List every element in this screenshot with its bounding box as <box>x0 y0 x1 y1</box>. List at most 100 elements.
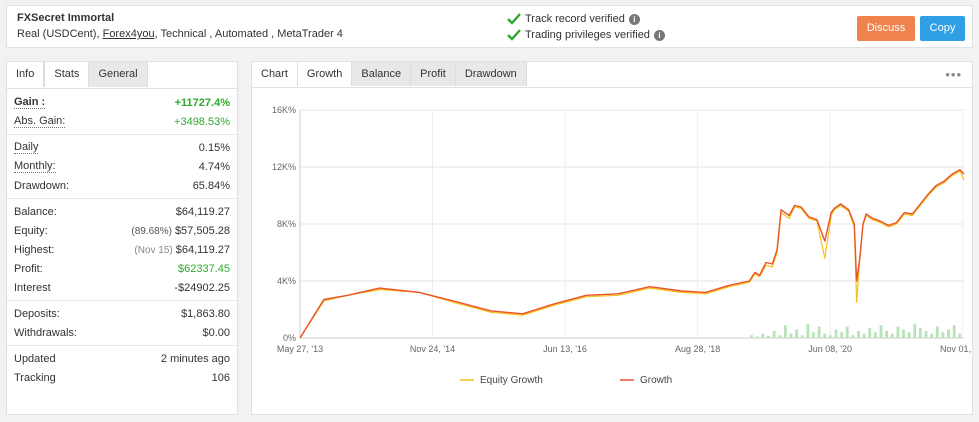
tab-balance[interactable]: Balance <box>352 62 412 86</box>
divider <box>7 134 237 135</box>
volume-bar <box>902 329 905 338</box>
stat-row-abs-gain: Abs. Gain: +3498.53% <box>7 112 237 131</box>
system-header: FXSecret Immortal Real (USDCent), Forex4… <box>6 5 973 48</box>
equity-percent: (89.68%) <box>131 225 172 237</box>
tracking-value: 106 <box>211 371 230 384</box>
volume-bar <box>896 326 900 338</box>
volume-bar <box>879 325 883 338</box>
system-tags: , Technical , Automated , MetaTrader 4 <box>154 28 343 40</box>
profit-value: $62337.45 <box>178 262 230 275</box>
equity-label: Equity: <box>14 224 48 237</box>
volume-bar <box>952 325 956 338</box>
volume-bar <box>834 329 838 338</box>
x-tick-label: Jun 08, '20 <box>808 344 852 354</box>
interest-label: Interest <box>14 281 51 294</box>
y-tick-label: 0% <box>283 333 296 343</box>
x-tick-label: Nov 24, '14 <box>410 344 455 354</box>
divider <box>7 198 237 199</box>
equity-value-group: (89.68%) $57,505.28 <box>131 225 230 237</box>
volume-bar <box>795 329 798 338</box>
stats-panel: Info Stats General Gain : +11727.4% Abs.… <box>6 61 238 415</box>
tab-general[interactable]: General <box>89 62 148 87</box>
volume-bar <box>862 333 866 338</box>
tab-stats[interactable]: Stats <box>44 62 90 87</box>
stat-row-interest: Interest -$24902.25 <box>7 278 237 297</box>
stat-row-deposits: Deposits: $1,863.80 <box>7 304 237 323</box>
updated-value: 2 minutes ago <box>160 352 230 365</box>
withdrawals-value: $0.00 <box>202 326 230 339</box>
stat-row-drawdown: Drawdown: 65.84% <box>7 176 237 195</box>
volume-bar <box>755 336 759 338</box>
volume-bar <box>750 335 753 338</box>
volume-bar <box>890 333 894 338</box>
account-type: Real (USDCent), <box>17 28 100 40</box>
y-tick-label: 16K% <box>272 105 296 115</box>
stat-row-gain: Gain : +11727.4% <box>7 93 237 112</box>
balance-label: Balance: <box>14 205 57 218</box>
legend-label: Equity Growth <box>480 375 543 386</box>
stat-row-monthly: Monthly: 4.74% <box>7 157 237 176</box>
volume-bar <box>761 333 765 338</box>
monthly-label[interactable]: Monthly: <box>14 160 56 173</box>
chart-tabs: Chart Growth Balance Profit Drawdown <box>252 62 527 87</box>
monthly-value: 4.74% <box>198 160 230 173</box>
volume-bar <box>778 335 782 338</box>
tab-info[interactable]: Info <box>7 62 45 87</box>
tab-chart[interactable]: Chart <box>252 62 298 86</box>
gain-value: +11727.4% <box>174 96 230 109</box>
abs-gain-label[interactable]: Abs. Gain: <box>14 115 66 128</box>
volume-bar <box>840 332 844 338</box>
volume-bar <box>941 332 945 338</box>
broker-link[interactable]: Forex4you <box>102 28 155 40</box>
series-line-growth <box>299 169 965 339</box>
volume-bar <box>947 329 950 338</box>
tab-drawdown[interactable]: Drawdown <box>455 62 527 86</box>
volume-bar <box>918 328 922 338</box>
stat-row-updated: Updated 2 minutes ago <box>7 349 237 368</box>
volume-bar <box>857 330 860 338</box>
volume-bar <box>828 335 832 338</box>
volume-bar <box>845 326 849 338</box>
volume-bar <box>851 335 855 338</box>
stat-row-profit: Profit: $62337.45 <box>7 259 237 278</box>
x-tick-label: Nov 01, '21 <box>940 344 972 354</box>
info-icon[interactable]: i <box>628 13 640 25</box>
stat-row-daily: Daily 0.15% <box>7 138 237 157</box>
volume-bar <box>907 332 911 338</box>
track-record-label: Track record verified <box>525 13 625 25</box>
stats-tabs: Info Stats General <box>7 62 148 88</box>
volume-bar <box>924 330 928 338</box>
system-name: FXSecret Immortal <box>17 12 115 24</box>
series-line-equity-growth <box>299 170 965 339</box>
system-description: Real (USDCent), Forex4you, Technical , A… <box>17 28 343 40</box>
abs-gain-value: +3498.53% <box>174 115 230 128</box>
drawdown-label: Drawdown: <box>14 179 70 192</box>
check-icon <box>507 13 521 25</box>
drawdown-value: 65.84% <box>192 179 230 192</box>
stat-row-balance: Balance: $64,119.27 <box>7 202 237 221</box>
tab-growth[interactable]: Growth <box>297 62 353 86</box>
more-options-icon[interactable]: ••• <box>945 67 962 82</box>
info-icon[interactable]: i <box>653 29 665 41</box>
highest-value-group: (Nov 15) $64,119.27 <box>134 244 230 256</box>
y-tick-label: 12K% <box>272 162 296 172</box>
deposits-value: $1,863.80 <box>181 307 230 320</box>
volume-bar <box>817 326 821 338</box>
growth-chart[interactable]: 0% 4K% 8K% 12K% 16K% May 27, '13 Nov 24, '14 Ju… <box>252 88 979 415</box>
divider <box>7 300 237 301</box>
withdrawals-label: Withdrawals: <box>14 326 77 339</box>
updated-label: Updated <box>14 352 56 365</box>
highest-value: $64,119.27 <box>175 243 230 256</box>
balance-value: $64,119.27 <box>175 205 230 218</box>
stats-content: Gain : +11727.4% Abs. Gain: +3498.53% Da… <box>7 88 237 387</box>
volume-bar <box>885 330 889 338</box>
daily-label[interactable]: Daily <box>14 141 39 154</box>
copy-button[interactable]: Copy <box>920 16 965 41</box>
volume-bar <box>772 330 776 338</box>
gain-label[interactable]: Gain : <box>14 96 46 109</box>
volume-bar <box>935 326 939 338</box>
divider <box>7 345 237 346</box>
discuss-button[interactable]: Discuss <box>857 16 915 41</box>
stat-row-withdrawals: Withdrawals: $0.00 <box>7 323 237 342</box>
tab-profit[interactable]: Profit <box>411 62 456 86</box>
